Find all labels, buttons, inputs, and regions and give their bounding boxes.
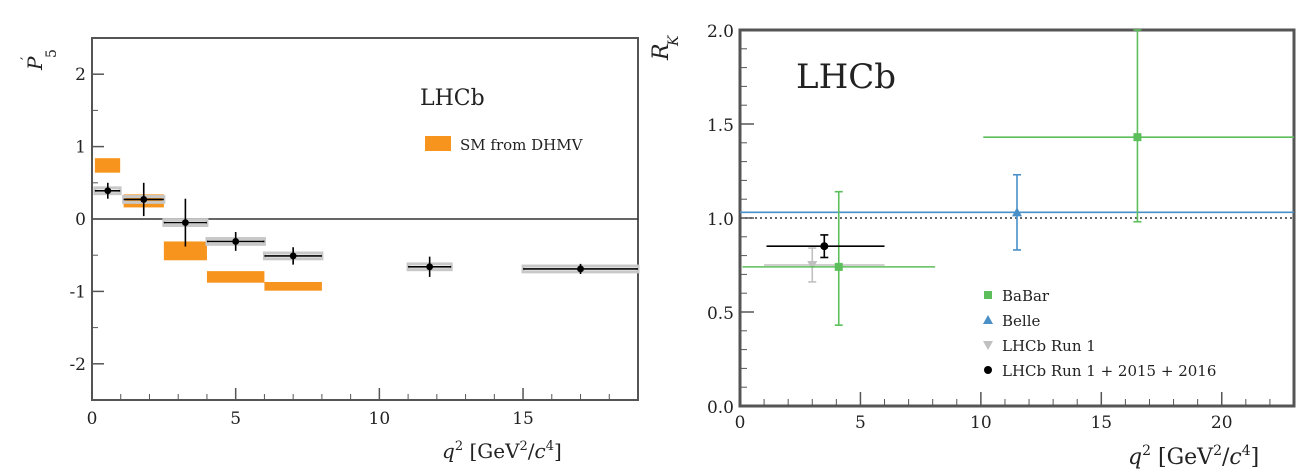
rk-legend-entry-1: Belle <box>983 312 1040 330</box>
rk-ytick-label-4: 2.0 <box>707 22 734 42</box>
sm-band-4 <box>264 281 322 291</box>
rk-xtick-label-4: 20 <box>1211 413 1233 433</box>
rk-data-series <box>740 29 1294 326</box>
rk-x-axis-label: q2 [GeV2/c4] <box>1128 443 1259 470</box>
p5-xtick-label-1: 5 <box>230 409 241 429</box>
p5-point-5 <box>408 256 452 277</box>
rk-experiment-label: LHCb <box>796 57 896 97</box>
p5-ytick-label-0: -2 <box>69 355 86 375</box>
p5-data-points <box>94 182 638 277</box>
rk-marker <box>834 262 843 271</box>
rk-legend-label-3: LHCb Run 1 + 2015 + 2016 <box>1002 362 1216 380</box>
sm-legend-swatch <box>425 136 451 151</box>
svg-text:′: ′ <box>19 57 35 60</box>
p5-ytick-label-2: 0 <box>75 210 86 230</box>
rk-legend-marker-0 <box>984 291 992 299</box>
p5-point-6 <box>523 263 638 275</box>
rk-xtick-label-0: 0 <box>735 413 746 433</box>
sm-band-3 <box>206 271 265 283</box>
rk-point-0-0 <box>742 190 936 326</box>
rk-xtick-label-3: 15 <box>1090 413 1112 433</box>
p5-point-1 <box>123 182 164 217</box>
rk-legend-label-1: Belle <box>1002 312 1040 330</box>
svg-text:K: K <box>666 34 682 47</box>
p5-marker-1 <box>140 196 148 203</box>
p5-marker-4 <box>289 252 297 260</box>
rk-legend-label-0: BaBar <box>1002 287 1050 305</box>
rk-point-3-0 <box>766 234 885 259</box>
p5-point-4 <box>264 247 322 265</box>
p5-point-3 <box>206 232 265 251</box>
p5-ytick-label-4: 2 <box>75 65 86 85</box>
rk-xtick-label-1: 5 <box>855 413 866 433</box>
rk-point-1-0 <box>740 173 1294 251</box>
p5-ytick-label-1: -1 <box>69 282 86 302</box>
p5-marker-2 <box>181 219 189 227</box>
p5-marker-5 <box>426 263 434 271</box>
p5-xtick-label-2: 10 <box>369 409 391 429</box>
rk-point-0-1 <box>983 29 1294 223</box>
p5-point-0 <box>94 182 121 199</box>
rk-legend-label-2: LHCb Run 1 <box>1002 337 1096 355</box>
rk-legend-entry-0: BaBar <box>984 287 1050 305</box>
p5-marker-0 <box>104 187 112 195</box>
rk-legend-marker-1 <box>983 315 993 324</box>
rk-point-2-0 <box>764 247 885 283</box>
p5-ytick-label-3: 1 <box>75 138 86 158</box>
rk-legend: BaBar Belle LHCb Run 1 LHCb Run 1 + 2015 + … <box>983 287 1216 380</box>
rk-xtick-label-2: 10 <box>970 413 992 433</box>
rk-legend-marker-3 <box>984 366 992 374</box>
svg-text:5: 5 <box>44 49 60 58</box>
p5-xtick-label-0: 0 <box>87 409 98 429</box>
sm-band-2 <box>163 241 207 261</box>
svg-text:R: R <box>649 43 674 61</box>
rk-ytick-label-0: 0.0 <box>707 398 734 418</box>
rk-marker <box>820 242 829 251</box>
p5-y-axis-label: P ′ 5 <box>19 49 60 71</box>
p5-experiment-label: LHCb <box>420 86 485 111</box>
rk-chart: 0 5 10 15 20 0.0 0.5 1.0 1.5 2.0 LHCb BaBar Belle L… <box>649 22 1296 470</box>
rk-ytick-label-2: 1.0 <box>707 210 734 230</box>
svg-text:P: P <box>23 56 47 71</box>
rk-legend-marker-2 <box>983 341 993 350</box>
rk-legend-entry-3: LHCb Run 1 + 2015 + 2016 <box>984 362 1216 380</box>
p5-xtick-label-3: 15 <box>512 409 534 429</box>
rk-marker <box>1012 207 1022 217</box>
rk-ytick-label-3: 1.5 <box>707 116 734 136</box>
rk-ytick-label-1: 0.5 <box>707 304 734 324</box>
p5-axis-ticks: 0 5 10 15 -2 -1 0 1 2 <box>69 37 639 429</box>
p5-marker-6 <box>577 265 584 273</box>
sm-band-0 <box>94 158 121 173</box>
rk-y-axis-label: R K <box>649 34 682 61</box>
p5-point-2 <box>163 198 207 247</box>
p5-chart: 0 5 10 15 -2 -1 0 1 2 LHCb SM from DHMV P ′ 5 q2… <box>19 37 640 463</box>
sm-legend-label: SM from DHMV <box>460 136 584 154</box>
p5-x-axis-label: q2 [GeV2/c4] <box>442 439 562 463</box>
rk-marker <box>807 261 818 270</box>
p5-marker-3 <box>232 238 240 245</box>
rk-marker <box>1133 133 1142 142</box>
rk-axis-ticks: 0 5 10 15 20 0.0 0.5 1.0 1.5 2.0 <box>707 22 1271 433</box>
rk-legend-entry-2: LHCb Run 1 <box>983 337 1096 355</box>
